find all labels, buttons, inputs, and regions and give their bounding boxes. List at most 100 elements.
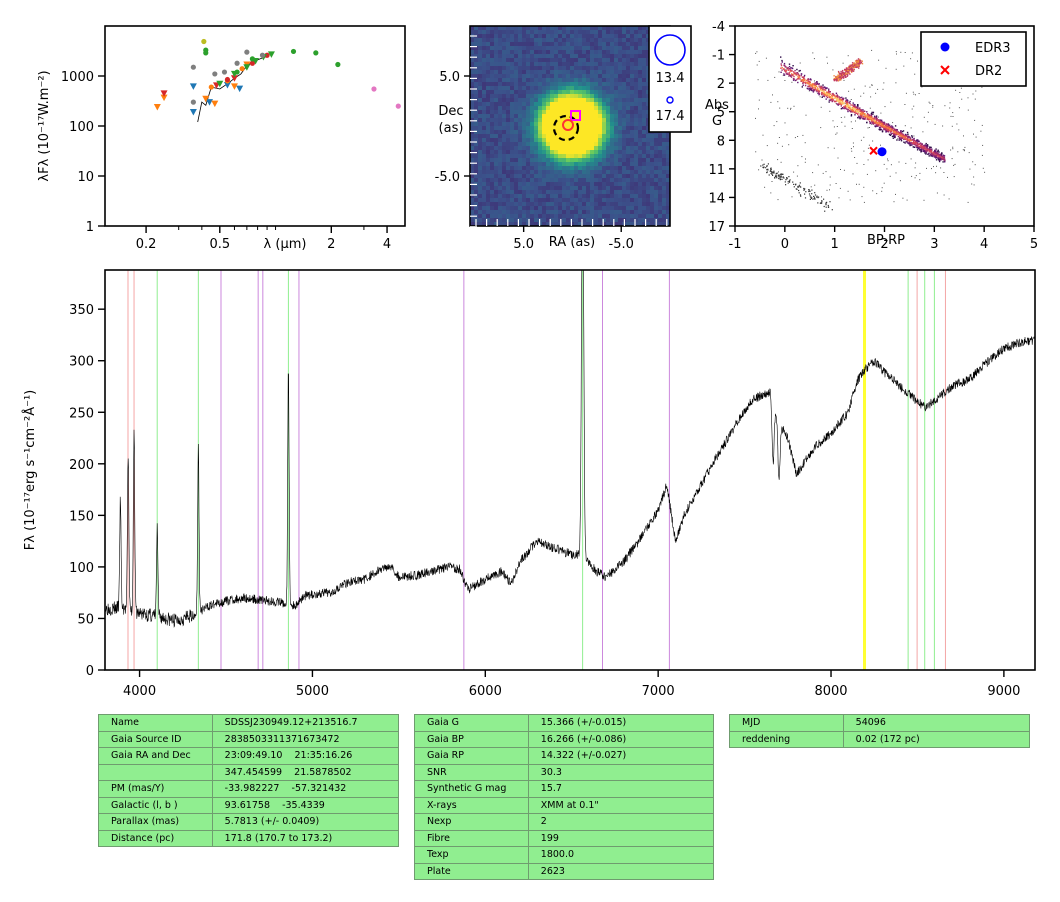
image-pixel xyxy=(514,38,519,43)
image-pixel xyxy=(538,98,543,103)
hrd-ms-star xyxy=(785,66,787,68)
image-pixel xyxy=(470,46,475,51)
hrd-field-star xyxy=(796,175,798,177)
image-pixel xyxy=(590,58,595,63)
image-pixel xyxy=(506,202,511,207)
image-pixel xyxy=(622,118,627,123)
image-pixel xyxy=(642,110,647,115)
hrd-field-star xyxy=(895,193,896,195)
image-pixel xyxy=(494,26,499,31)
image-pixel xyxy=(470,70,475,75)
image-pixel xyxy=(598,154,603,159)
image-pixel xyxy=(534,162,539,167)
sed-point xyxy=(371,86,377,92)
image-pixel xyxy=(530,182,535,187)
hrd-ms-star xyxy=(904,136,906,138)
hrd-ms-star xyxy=(859,118,861,120)
image-pixel xyxy=(602,206,607,211)
image-pixel xyxy=(502,90,507,95)
image-pixel xyxy=(538,174,543,179)
image-pixel xyxy=(486,210,491,215)
image-pixel xyxy=(502,150,507,155)
image-pixel xyxy=(666,174,671,179)
image-pixel xyxy=(578,170,583,175)
hrd-ms-star xyxy=(849,102,851,105)
hrd-giant-star xyxy=(839,74,841,77)
image-pixel xyxy=(506,214,511,219)
image-pixel xyxy=(590,30,595,35)
hrd-wd-star xyxy=(818,196,820,198)
hrd-ms-star xyxy=(818,85,820,87)
image-pixel xyxy=(618,54,623,59)
hrd-giant-star xyxy=(851,68,854,70)
image-pixel xyxy=(554,86,559,91)
image-pixel xyxy=(586,110,591,115)
image-pixel xyxy=(614,214,619,219)
hrd-ms-star xyxy=(839,96,841,99)
image-pixel xyxy=(518,182,523,187)
image-pixel xyxy=(626,46,631,51)
image-pixel xyxy=(510,98,515,103)
hrd-ms-star xyxy=(897,132,900,134)
image-pixel xyxy=(470,62,475,67)
hrd-ms-star xyxy=(882,121,884,124)
image-pixel xyxy=(614,38,619,43)
hrd-ms-star xyxy=(838,101,840,103)
hrd-ms-star xyxy=(875,118,877,120)
image-pixel xyxy=(526,222,531,227)
image-pixel xyxy=(490,114,495,119)
hrd-field-star xyxy=(843,169,845,171)
image-pixel xyxy=(646,34,651,39)
hrd-field-star xyxy=(773,125,775,127)
image-pixel xyxy=(646,106,651,111)
image-pixel xyxy=(646,114,651,119)
image-pixel xyxy=(470,54,475,59)
image-pixel xyxy=(486,214,491,219)
image-pixel xyxy=(510,194,515,199)
image-pixel xyxy=(510,170,515,175)
image-pixel xyxy=(482,54,487,59)
image-pixel xyxy=(542,86,547,91)
hrd-ms-star xyxy=(917,139,919,141)
image-pixel xyxy=(570,42,575,47)
image-pixel xyxy=(574,86,579,91)
image-pixel xyxy=(550,158,555,163)
image-pixel xyxy=(530,206,535,211)
image-pixel xyxy=(530,46,535,51)
image-pixel xyxy=(550,198,555,203)
sed-point xyxy=(259,52,266,58)
image-pixel xyxy=(638,122,643,127)
image-pixel xyxy=(594,98,599,103)
image-pixel xyxy=(514,218,519,223)
hrd-ms-star xyxy=(826,92,828,94)
hrd-giant-star xyxy=(852,69,854,71)
image-pixel xyxy=(582,178,587,183)
hrd-ms-star xyxy=(930,151,933,153)
hrd-field-star xyxy=(853,88,855,90)
image-pixel xyxy=(546,174,551,179)
image-pixel xyxy=(518,198,523,203)
image-pixel xyxy=(618,154,623,159)
image-pixel xyxy=(610,206,615,211)
hrd-ms-star xyxy=(789,75,792,77)
hrd-ms-star xyxy=(878,120,881,122)
image-pixel xyxy=(470,106,475,111)
image-pixel xyxy=(566,218,571,223)
image-pixel xyxy=(510,206,515,211)
image-pixel xyxy=(566,90,571,95)
image-pixel xyxy=(510,162,515,167)
image-pixel xyxy=(546,214,551,219)
hrd-field-star xyxy=(822,172,824,174)
image-pixel xyxy=(582,98,587,103)
hrd-ms-star xyxy=(793,73,795,75)
image-pixel xyxy=(506,78,511,83)
image-pixel xyxy=(574,74,579,79)
image-pixel xyxy=(574,126,579,131)
image-pixel xyxy=(610,170,615,175)
hrd-ms-star xyxy=(924,152,926,154)
image-pixel xyxy=(598,158,603,163)
hrd-field-star xyxy=(915,162,917,164)
image-pixel xyxy=(642,222,647,227)
image-pixel xyxy=(546,38,551,43)
hrd-giant-star xyxy=(834,78,836,81)
